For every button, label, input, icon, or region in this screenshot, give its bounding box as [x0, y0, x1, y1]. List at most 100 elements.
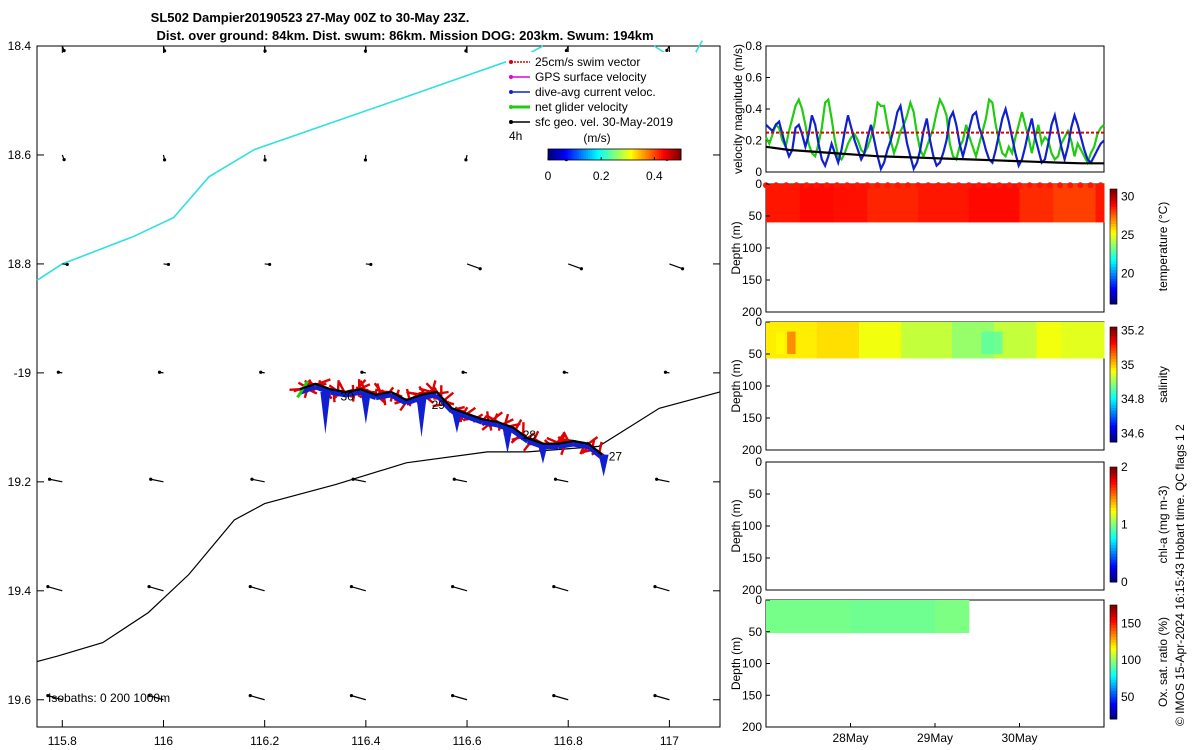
oxygen-colorbar-segment	[1110, 607, 1117, 612]
current-vector	[359, 389, 377, 401]
arrow-head	[579, 267, 583, 271]
arrow-head	[259, 370, 263, 374]
temperature-cell	[1019, 184, 1054, 223]
chla-panel: 0 50 100 150 200 Depth (m) 2 1 0 chl-a (mg m-3)	[729, 455, 1170, 597]
salinity-cell	[1036, 322, 1063, 359]
arrow-head	[46, 585, 50, 589]
current-vector	[389, 392, 408, 406]
temperature-colorbar-segment	[1110, 191, 1117, 196]
salinity-colorbar-label: 35	[1121, 358, 1135, 372]
temperature-dot	[1016, 182, 1023, 189]
arrow-head	[65, 262, 69, 267]
title-line2: Dist. over ground: 84km. Dist. swum: 86k…	[156, 28, 653, 43]
colorbar-segment	[583, 149, 587, 160]
colorbar-unit-label: (m/s)	[583, 131, 610, 145]
salinity-cell	[816, 322, 860, 359]
temperature-colorbar-segment	[1110, 189, 1117, 193]
sfc-velocity-arrow	[248, 694, 265, 701]
temperature-dot	[955, 182, 962, 189]
colorbar-segment	[554, 149, 558, 160]
colorbar-segment	[585, 149, 589, 160]
arrow-head	[349, 694, 354, 698]
colorbar-segment	[592, 149, 596, 160]
temperature-colorbar-label: 30	[1121, 190, 1135, 204]
current-spike	[502, 427, 513, 454]
legend-label: dive-avg current veloc.	[535, 85, 656, 99]
salinity-cell	[1061, 322, 1105, 359]
salinity-y-tick-label: 100	[742, 379, 762, 393]
oxygen-y-tick-label: 150	[742, 688, 762, 702]
oxygen-colorbar-segment	[1110, 670, 1117, 674]
arrow-head	[464, 158, 468, 162]
colorbar-segment	[616, 149, 620, 160]
current-spike	[416, 397, 427, 438]
colorbar-segment	[574, 149, 578, 160]
day-label: 30	[341, 390, 355, 404]
isobath-label: Isobaths: 0 200 1000m	[48, 691, 170, 705]
sfc-velocity-arrow	[451, 694, 468, 701]
chla-y-tick-label: 0	[755, 455, 762, 469]
sfc-velocity-arrow	[56, 370, 63, 374]
chla-colorbar-segment	[1110, 507, 1117, 511]
chla-colorbar-title: chl-a (mg m-3)	[1156, 485, 1170, 563]
map-ytick-label: 18.8	[8, 257, 32, 271]
temperature-dot	[823, 182, 830, 189]
sfc-velocity-arrow	[655, 477, 670, 483]
arrow-head	[564, 49, 568, 53]
temperature-colorbar-segment	[1110, 278, 1117, 282]
salinity-colorbar-segment	[1110, 427, 1117, 431]
legend-swatch-head	[509, 120, 513, 124]
chla-colorbar-segment	[1110, 561, 1117, 566]
colorbar-segment	[565, 149, 569, 160]
temperature-y-tick-label: 100	[742, 241, 762, 255]
swim-vector	[443, 391, 455, 402]
sfc-velocity-arrow	[363, 154, 368, 162]
colorbar-segment	[567, 149, 571, 160]
temperature-cell	[968, 184, 1020, 223]
chla-colorbar-segment	[1110, 530, 1117, 534]
temperature-dot	[833, 182, 840, 189]
temperature-cell	[1053, 184, 1097, 223]
salinity-colorbar-segment	[1110, 335, 1117, 339]
oxygen-y-tick-label: 0	[755, 593, 762, 607]
temperature-colorbar-segment	[1110, 263, 1117, 268]
salinity-colorbar-segment	[1110, 404, 1117, 408]
sfc-velocity-arrow	[552, 694, 569, 701]
colorbar-segment	[556, 149, 560, 160]
salinity-colorbar-segment	[1110, 390, 1117, 394]
chla-colorbar-segment	[1110, 550, 1117, 554]
temperature-dot	[894, 182, 901, 189]
arrow-head	[250, 477, 254, 481]
current-vector	[451, 408, 468, 420]
arrow-head	[562, 370, 566, 374]
arrow-shaft	[351, 695, 367, 701]
day-label: 29	[432, 398, 446, 412]
oxygen-colorbar-segment	[1110, 699, 1117, 703]
salinity-y-tick-label: 0	[755, 315, 762, 329]
arrow-head	[157, 370, 162, 374]
chla-colorbar-segment	[1110, 579, 1117, 583]
swim-vector	[546, 436, 561, 445]
legend-swatch-head	[509, 75, 513, 79]
arrow-head	[369, 262, 373, 267]
temperature-y-tick-label: 200	[742, 305, 762, 319]
arrow-head	[162, 158, 167, 162]
oxygen-colorbar-segment	[1110, 633, 1117, 637]
temperature-colorbar-label: 25	[1121, 228, 1135, 242]
arrow-shaft	[250, 695, 265, 701]
arrow-head	[478, 267, 482, 271]
oxygen-colorbar-segment	[1110, 681, 1117, 686]
salinity-colorbar-segment	[1110, 436, 1117, 440]
oxygen-colorbar-segment	[1110, 690, 1117, 694]
salinity-colorbar-segment	[1110, 421, 1117, 426]
salinity-colorbar-segment	[1110, 329, 1117, 334]
oxygen-colorbar-segment	[1110, 636, 1117, 640]
chla-colorbar-segment	[1110, 564, 1117, 569]
salinity-colorbar-segment	[1110, 361, 1117, 365]
arrow-shaft	[656, 478, 670, 483]
salinity-colorbar-segment	[1110, 424, 1117, 429]
current-vector	[345, 389, 362, 398]
day-label: 27	[609, 450, 623, 464]
arrow-head	[653, 694, 657, 698]
